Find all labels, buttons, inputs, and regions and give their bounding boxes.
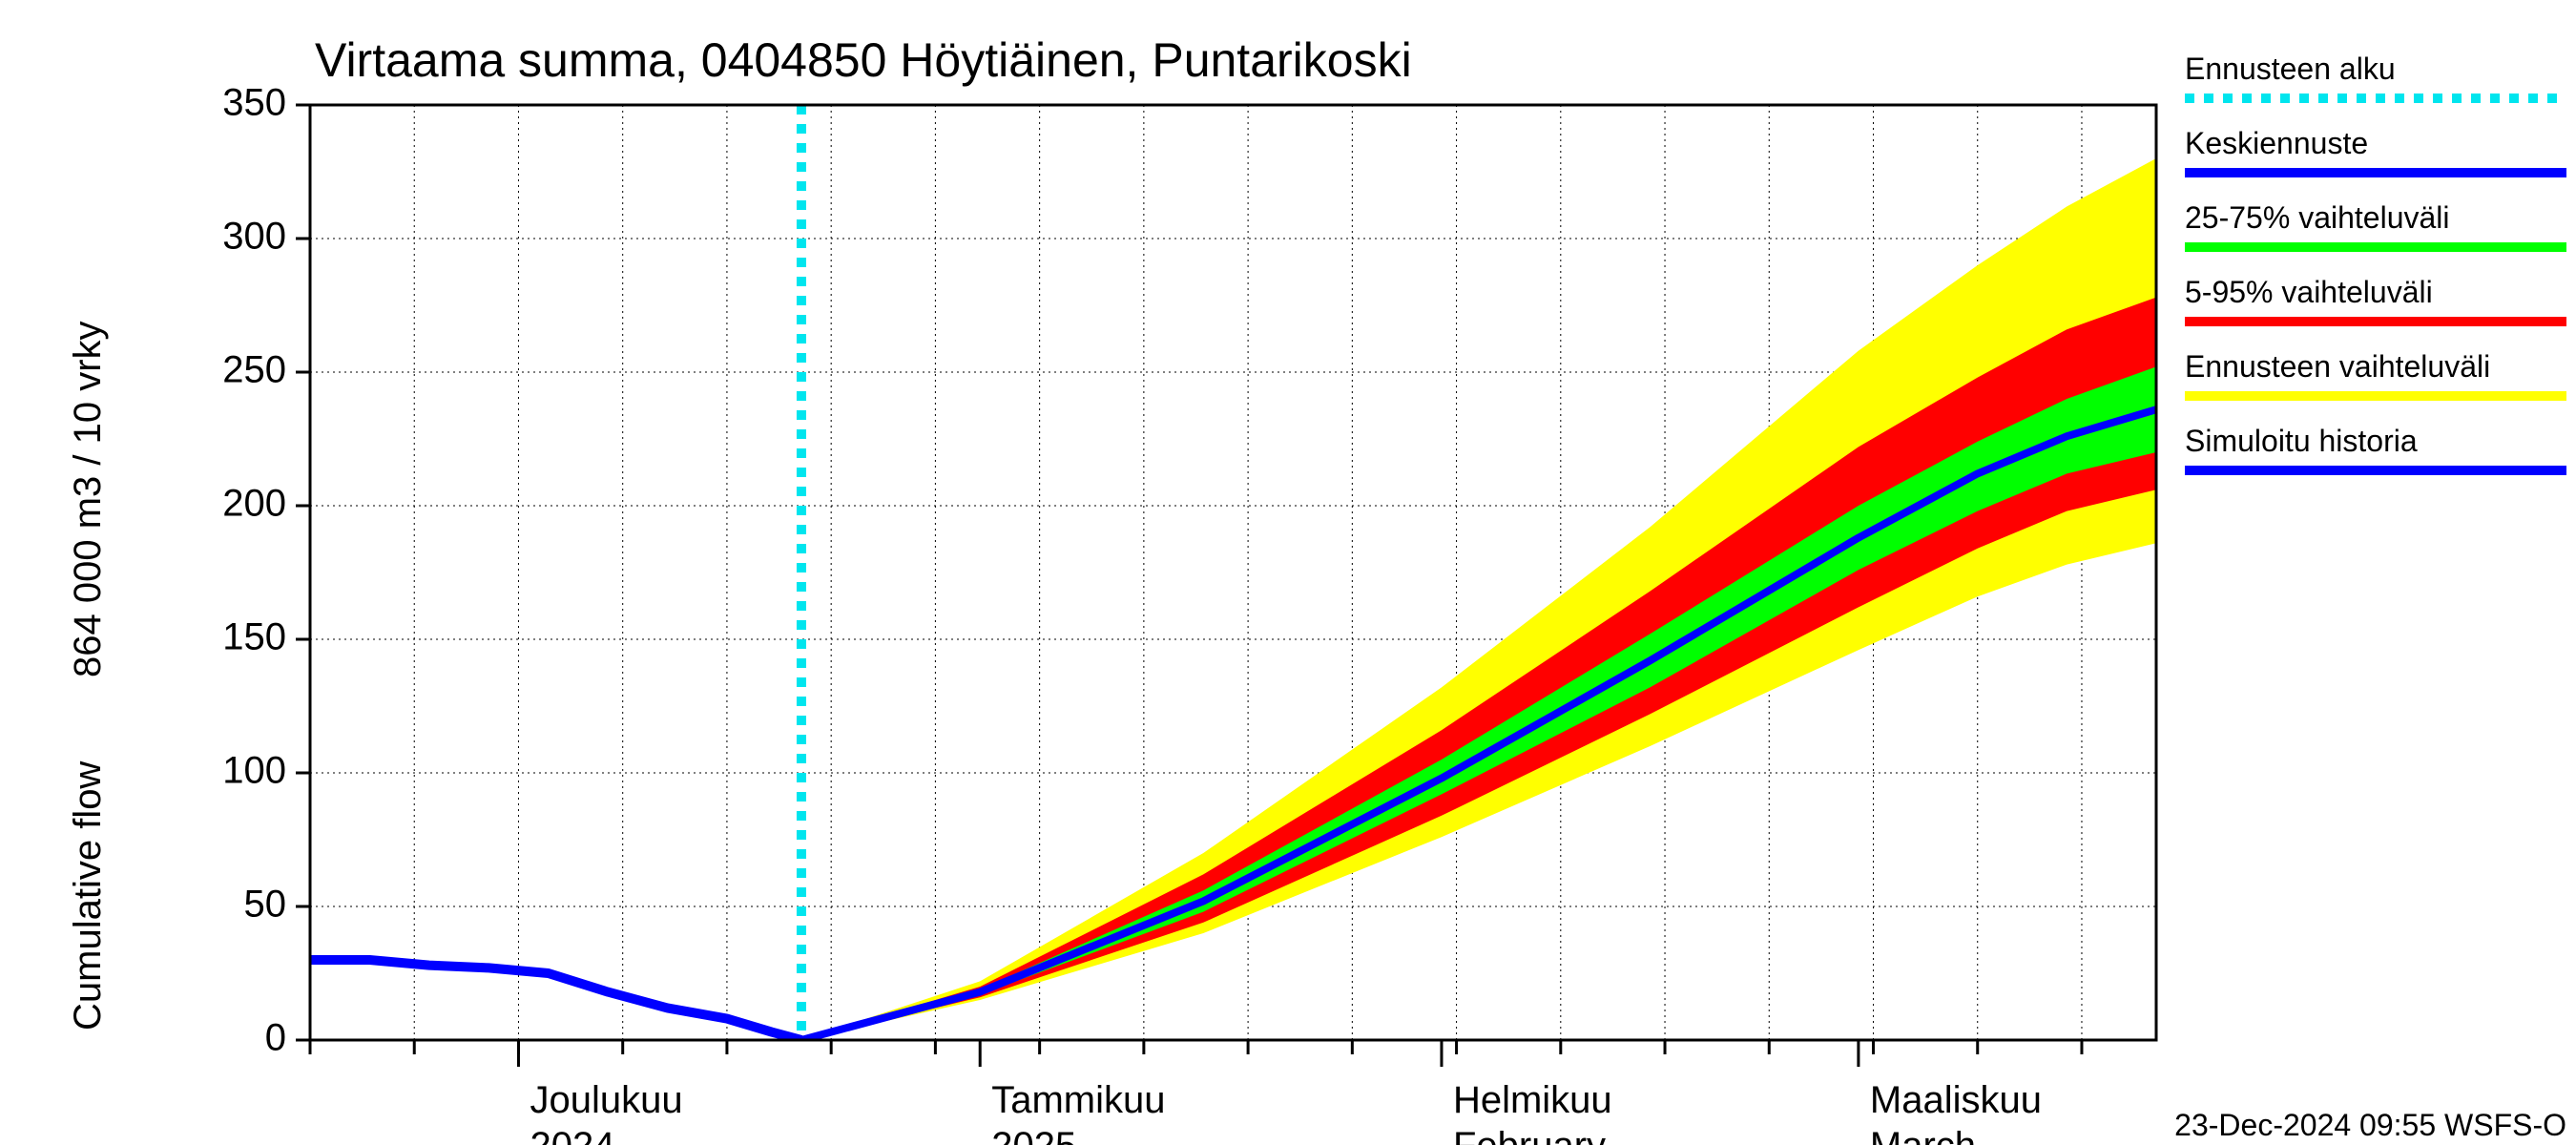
legend: Ennusteen alku Keskiennuste 25-75% vaihtel… [2185, 52, 2566, 470]
legend-label: Keskiennuste [2185, 126, 2368, 160]
y-tick-label: 250 [222, 349, 286, 391]
y-axis-label: Cumulative flow 864 000 m3 / 10 vrky [67, 321, 109, 1030]
legend-label: 5-95% vaihteluväli [2185, 275, 2433, 309]
legend-label: Ennusteen vaihteluväli [2185, 349, 2490, 384]
y-tick-label: 300 [222, 216, 286, 258]
forecast-bands [801, 158, 2156, 1040]
history-line [310, 960, 801, 1040]
y-tick-label: 200 [222, 483, 286, 525]
chart-title: Virtaama summa, 0404850 Höytiäinen, Punt… [315, 33, 1412, 87]
x-tick-label-1: Maaliskuu [1870, 1079, 2042, 1121]
x-tick-label-2: February [1453, 1125, 1606, 1145]
chart-container: 0 50 100 150 200 250 300 350 Joulukuu 2024 Tammiku… [0, 0, 2576, 1145]
legend-label: 25-75% vaihteluväli [2185, 200, 2450, 235]
y-axis-label-line2: 864 000 m3 / 10 vrky [67, 321, 109, 677]
y-tick-label: 150 [222, 616, 286, 658]
y-tick-label: 350 [222, 82, 286, 124]
x-tick-label-1: Joulukuu [530, 1079, 682, 1121]
y-tick-label: 100 [222, 750, 286, 792]
y-axis-label-line1: Cumulative flow [67, 761, 109, 1030]
footer-timestamp: 23-Dec-2024 09:55 WSFS-O [2174, 1108, 2566, 1142]
chart-svg: 0 50 100 150 200 250 300 350 Joulukuu 2024 Tammiku… [0, 0, 2576, 1145]
y-tick-label: 0 [265, 1017, 286, 1059]
y-tick-label: 50 [244, 884, 287, 926]
band-full [801, 158, 2156, 1040]
x-tick-label-2: March [1870, 1125, 1976, 1145]
x-tick-label-2: 2025 [991, 1125, 1076, 1145]
legend-label: Ennusteen alku [2185, 52, 2396, 86]
x-tick-label-1: Tammikuu [991, 1079, 1165, 1121]
x-tick-label-2: 2024 [530, 1125, 614, 1145]
legend-label: Simuloitu historia [2185, 424, 2418, 458]
x-tick-label-1: Helmikuu [1453, 1079, 1612, 1121]
